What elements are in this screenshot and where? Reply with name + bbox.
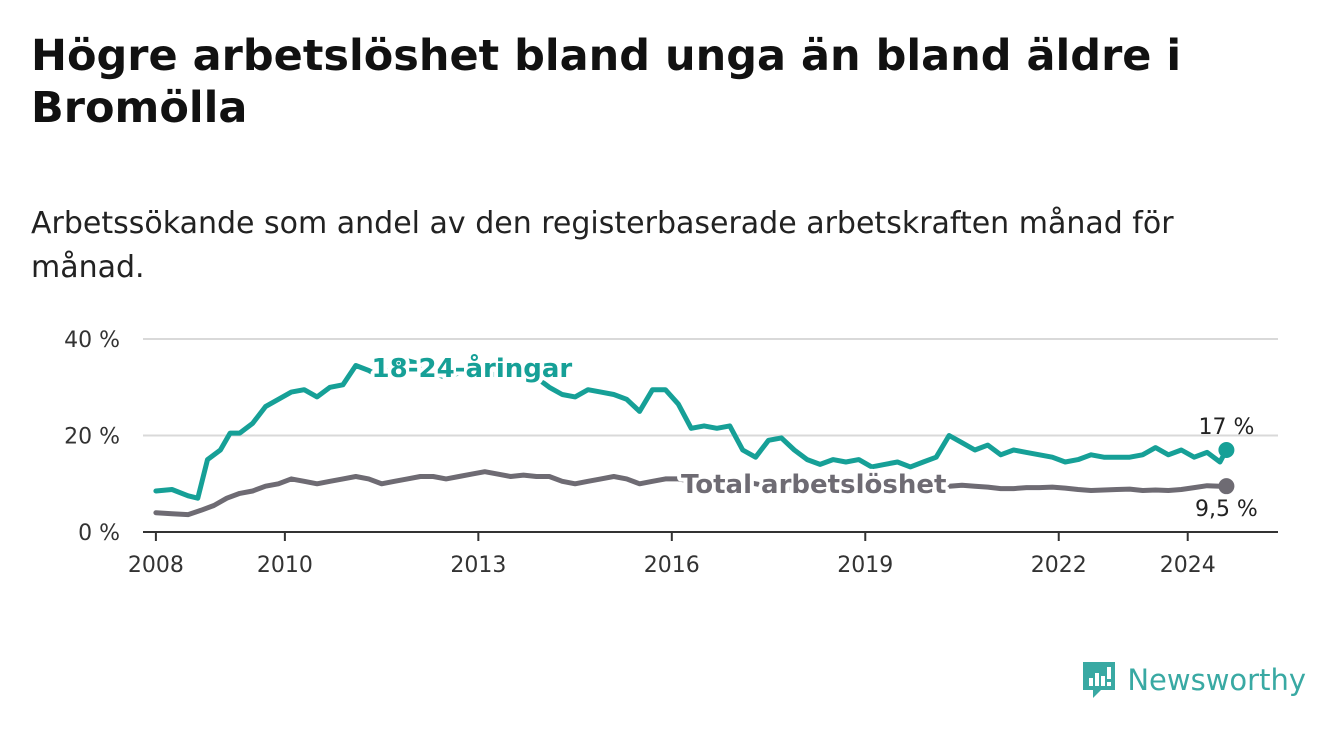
- x-tick-label: 2024: [1160, 553, 1216, 578]
- series-end-label-0: 17 %: [1198, 415, 1254, 440]
- y-tick-label: 20 %: [64, 425, 120, 450]
- series-end-point-1: [1218, 478, 1235, 495]
- series-layer: [153, 358, 1235, 518]
- y-tick-label: 40 %: [64, 328, 120, 353]
- series-line-1: [153, 469, 1229, 518]
- chart-subtitle: Arbetssökande som andel av den registerb…: [31, 206, 1174, 285]
- x-tick-label: 2022: [1031, 553, 1087, 578]
- newsworthy-logo-icon: [1083, 662, 1116, 698]
- series-end-label-1: 9,5 %: [1195, 497, 1258, 522]
- series-end-point-0: [1218, 441, 1235, 458]
- y-tick-label: 0 %: [78, 521, 120, 546]
- series-name-label-1: Total arbetslöshet: [681, 470, 946, 500]
- series-line-0: [153, 358, 1229, 501]
- axis-layer: 0 % 20 % 40 % 2008 2010 2013 2016 2019 2022 2024: [64, 328, 1278, 578]
- newsworthy-logo: Newsworthy: [1081, 660, 1306, 700]
- series-name-label-0: 18-24-åringar: [372, 352, 573, 384]
- x-tick-label: 2008: [128, 553, 184, 578]
- label-layer: 17 % 18-24-åringar 9,5 % Total arbetslöshet: [368, 348, 1258, 522]
- brand-name: Newsworthy: [1127, 663, 1306, 697]
- x-tick-label: 2013: [450, 553, 506, 578]
- x-tick-label: 2016: [644, 553, 700, 578]
- x-tick-label: 2010: [257, 553, 313, 578]
- chart-title: Högre arbetslöshet bland unga än bland ä…: [31, 31, 1182, 133]
- grid-layer: [143, 338, 1278, 437]
- x-tick-label: 2019: [837, 553, 893, 578]
